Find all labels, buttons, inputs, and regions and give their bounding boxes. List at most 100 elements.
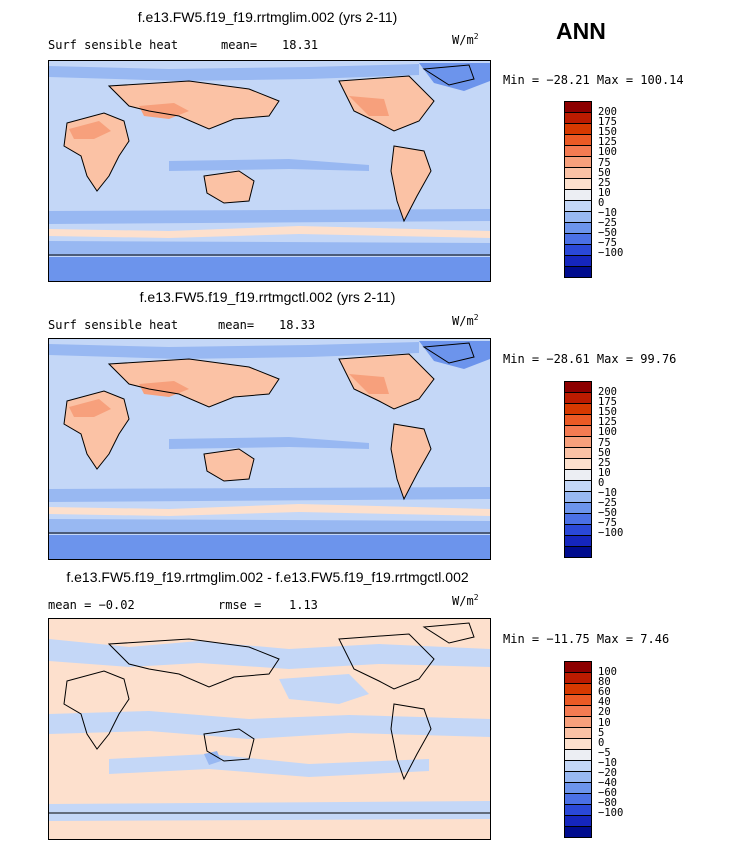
coastline	[63, 390, 130, 470]
colorbar-swatch	[564, 157, 592, 168]
panel-3-title: f.e13.FW5.f19_f19.rrtmglim.002 - f.e13.F…	[66, 569, 469, 585]
map-region	[109, 754, 429, 777]
colorbar-swatch	[564, 503, 592, 514]
panel-2-map-svg	[49, 339, 490, 559]
map-region	[49, 711, 490, 739]
colorbar-swatch	[564, 256, 592, 267]
map-region	[339, 354, 434, 409]
colorbar-swatch	[564, 267, 592, 278]
panel-1-colorbar-boxes	[564, 101, 592, 278]
panel-2-title: f.e13.FW5.f19_f19.rrtmgctl.002 (yrs 2-11…	[139, 289, 396, 305]
colorbar-swatch	[564, 525, 592, 536]
colorbar-label: 25	[598, 456, 611, 469]
map-region	[391, 146, 431, 221]
panel-1-title: f.e13.FW5.f19_f19.rrtmglim.002 (yrs 2-11…	[137, 9, 398, 25]
colorbar-label: −50	[598, 227, 617, 240]
panel-2-colorbar-boxes	[564, 381, 592, 558]
coastline	[422, 342, 475, 364]
colorbar-swatch	[564, 673, 592, 684]
panel-1-mean-label: mean=	[221, 38, 258, 52]
colorbar-swatch	[564, 481, 592, 492]
colorbar-label: 100	[598, 426, 617, 439]
map-region	[49, 342, 419, 359]
colorbar-swatch	[564, 459, 592, 470]
map-region	[49, 241, 490, 256]
panel-1-minmax: Min = −28.21 Max = 100.14	[503, 73, 684, 87]
colorbar-label: 175	[598, 396, 617, 409]
colorbar-label: 200	[598, 386, 617, 398]
colorbar-swatch	[564, 168, 592, 179]
panel-2-colorbar: 200 175 150 125 100 75 50 25 10 0 −10 −25 −50 −75 −100	[564, 381, 623, 558]
colorbar-label: 60	[598, 686, 611, 699]
colorbar-swatch	[564, 739, 592, 750]
colorbar-label: 0	[598, 196, 605, 209]
colorbar-swatch	[564, 772, 592, 783]
colorbar-swatch	[564, 783, 592, 794]
colorbar-label: 0	[598, 736, 605, 749]
panel-3-rmse-label: rmse =	[218, 598, 262, 612]
coastline	[390, 423, 432, 501]
colorbar-swatch	[564, 245, 592, 256]
colorbar-swatch	[564, 393, 592, 404]
colorbar-swatch	[564, 514, 592, 525]
map-region	[49, 801, 490, 821]
colorbar-label: 150	[598, 126, 617, 139]
map-region	[49, 504, 490, 516]
colorbar-swatch	[564, 124, 592, 135]
colorbar-swatch	[564, 437, 592, 448]
map-region	[49, 519, 490, 534]
map-region	[419, 341, 490, 369]
coastline	[107, 638, 280, 688]
colorbar-swatch	[564, 101, 592, 113]
map-region	[49, 226, 490, 238]
colorbar-label: −5	[598, 746, 611, 759]
colorbar-label: 75	[598, 436, 611, 449]
panel-2-mean-label: mean=	[218, 318, 255, 332]
colorbar-label: −10	[598, 487, 617, 499]
colorbar-label: 0	[598, 476, 605, 489]
map-region	[169, 437, 369, 449]
colorbar-swatch	[564, 816, 592, 827]
coastline	[390, 703, 432, 781]
panel-2-units: W/m2	[452, 313, 479, 328]
panel-1-map-svg	[49, 61, 490, 281]
colorbar-label: −40	[598, 777, 617, 790]
colorbar-swatch	[564, 728, 592, 739]
season-label: ANN	[556, 18, 606, 44]
panel-2-mean-value: 18.33	[279, 318, 316, 332]
colorbar-swatch	[564, 470, 592, 481]
panel-1-colorbar: 200 175 150 125 100 75 50 25 10 0 −10 −25 −50 −75 −100	[564, 101, 623, 278]
colorbar-label: −100	[598, 247, 624, 260]
colorbar-label: 125	[598, 416, 617, 429]
colorbar-swatch	[564, 761, 592, 772]
colorbar-swatch	[564, 201, 592, 212]
map-region	[204, 751, 221, 765]
colorbar-swatch	[564, 827, 592, 838]
colorbar-swatch	[564, 212, 592, 223]
colorbar-swatch	[564, 415, 592, 426]
colorbar-swatch	[564, 661, 592, 673]
panel-2-variable-label: Surf sensible heat	[48, 318, 179, 332]
map-region	[139, 381, 189, 397]
colorbar-swatch	[564, 234, 592, 245]
coastline	[107, 358, 280, 408]
colorbar-swatch	[564, 404, 592, 415]
colorbar-label: −50	[598, 507, 617, 520]
panel-1-mean-value: 18.31	[282, 38, 319, 52]
colorbar-swatch	[564, 179, 592, 190]
map-region	[109, 81, 279, 129]
colorbar-label: 50	[598, 446, 611, 459]
map-region	[349, 96, 389, 116]
coastline	[422, 622, 475, 644]
map-region	[419, 63, 490, 91]
colorbar-label: 150	[598, 406, 617, 419]
colorbar-label: −80	[598, 797, 617, 810]
colorbar-label: 25	[598, 176, 611, 189]
colorbar-swatch	[564, 492, 592, 503]
coastline	[338, 633, 435, 690]
panel-3-map-svg	[49, 619, 490, 839]
colorbar-label: 125	[598, 136, 617, 149]
colorbar-label: −100	[598, 527, 624, 540]
colorbar-swatch	[564, 547, 592, 558]
colorbar-label: 100	[598, 146, 617, 159]
